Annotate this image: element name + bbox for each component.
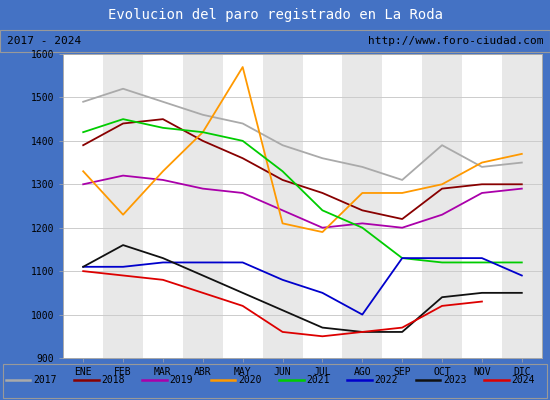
Text: 2018: 2018 bbox=[101, 375, 125, 385]
Text: Evolucion del paro registrado en La Roda: Evolucion del paro registrado en La Roda bbox=[107, 8, 443, 22]
Bar bbox=[302, 54, 342, 358]
Text: 2022: 2022 bbox=[375, 375, 398, 385]
Bar bbox=[263, 54, 302, 358]
Text: http://www.foro-ciudad.com: http://www.foro-ciudad.com bbox=[368, 36, 543, 46]
Bar bbox=[223, 54, 263, 358]
Bar bbox=[502, 54, 542, 358]
Bar bbox=[462, 54, 502, 358]
Text: 2017: 2017 bbox=[33, 375, 57, 385]
Bar bbox=[183, 54, 223, 358]
Text: 2023: 2023 bbox=[443, 375, 466, 385]
Text: 2017 - 2024: 2017 - 2024 bbox=[7, 36, 81, 46]
Bar bbox=[382, 54, 422, 358]
Bar bbox=[103, 54, 143, 358]
Text: 2020: 2020 bbox=[238, 375, 262, 385]
Bar bbox=[342, 54, 382, 358]
Bar bbox=[143, 54, 183, 358]
Bar bbox=[63, 54, 103, 358]
Text: 2019: 2019 bbox=[170, 375, 193, 385]
Bar bbox=[422, 54, 462, 358]
Text: 2021: 2021 bbox=[306, 375, 330, 385]
Text: 2024: 2024 bbox=[512, 375, 535, 385]
